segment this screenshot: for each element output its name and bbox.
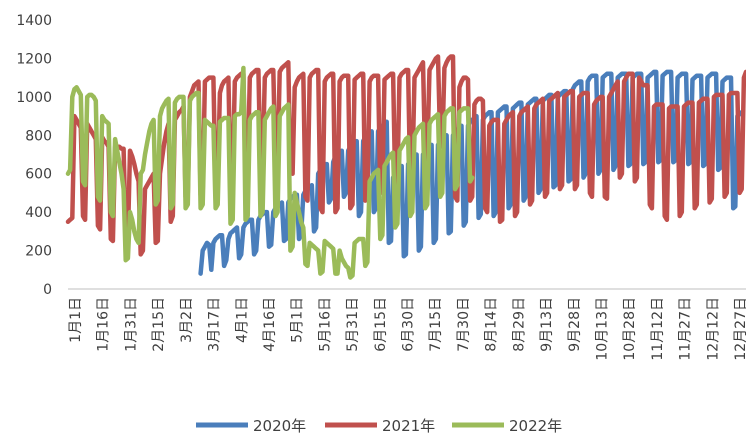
series-line-3 <box>65 65 475 280</box>
x-tick-label: 6月30日 <box>401 297 417 352</box>
x-tick-label: 2月15日 <box>151 297 167 352</box>
y-tick-label: 0 <box>43 282 52 298</box>
x-tick-label: 9月13日 <box>539 297 555 352</box>
y-tick-label: 1000 <box>16 90 52 106</box>
legend: 2020年 2021年 2022年 <box>196 417 562 435</box>
x-tick-label: 12月27日 <box>733 297 746 361</box>
x-tick-label: 1月31日 <box>123 297 139 352</box>
x-tick-label: 11月12日 <box>650 297 666 361</box>
x-tick-label: 4月1日 <box>234 297 250 343</box>
x-tick-label: 1月16日 <box>96 297 112 352</box>
x-tick-label: 4月16日 <box>262 297 278 352</box>
x-tick-label: 8月14日 <box>484 297 500 352</box>
x-tick-label: 9月28日 <box>567 297 583 352</box>
x-tick-label: 3月2日 <box>179 297 195 343</box>
legend-label-3: 2022年 <box>509 417 562 435</box>
x-axis-ticks: 1月1日 1月16日 1月31日 2月15日 3月2日 3月17日 4月1日 4月16日 5月1… <box>68 297 746 361</box>
y-tick-label: 200 <box>25 244 52 260</box>
x-tick-label: 5月31日 <box>345 297 361 352</box>
x-tick-label: 7月30日 <box>456 297 472 352</box>
x-tick-label: 5月16日 <box>317 297 333 352</box>
x-tick-label: 10月13日 <box>595 297 611 361</box>
y-tick-label: 1200 <box>16 51 52 67</box>
series-line-2 <box>65 54 746 257</box>
x-tick-label: 1月1日 <box>68 297 84 343</box>
y-axis-ticks: 0 200 400 600 800 1000 1200 1400 <box>16 13 52 298</box>
y-tick-label: 600 <box>25 167 52 183</box>
y-tick-label: 400 <box>25 205 52 221</box>
y-tick-label: 1400 <box>16 13 52 29</box>
x-tick-label: 3月17日 <box>207 297 223 352</box>
plot-area <box>65 54 746 280</box>
x-tick-label: 5月1日 <box>290 297 306 343</box>
x-tick-label: 11月27日 <box>678 297 694 361</box>
legend-label-2: 2021年 <box>382 417 435 435</box>
legend-label-1: 2020年 <box>253 417 306 435</box>
x-tick-label: 8月29日 <box>511 297 527 352</box>
x-tick-label: 6月15日 <box>373 297 389 352</box>
y-tick-label: 800 <box>25 128 52 144</box>
x-tick-label: 7月15日 <box>428 297 444 352</box>
x-tick-label: 12月12日 <box>705 297 721 361</box>
x-tick-label: 10月28日 <box>622 297 638 361</box>
